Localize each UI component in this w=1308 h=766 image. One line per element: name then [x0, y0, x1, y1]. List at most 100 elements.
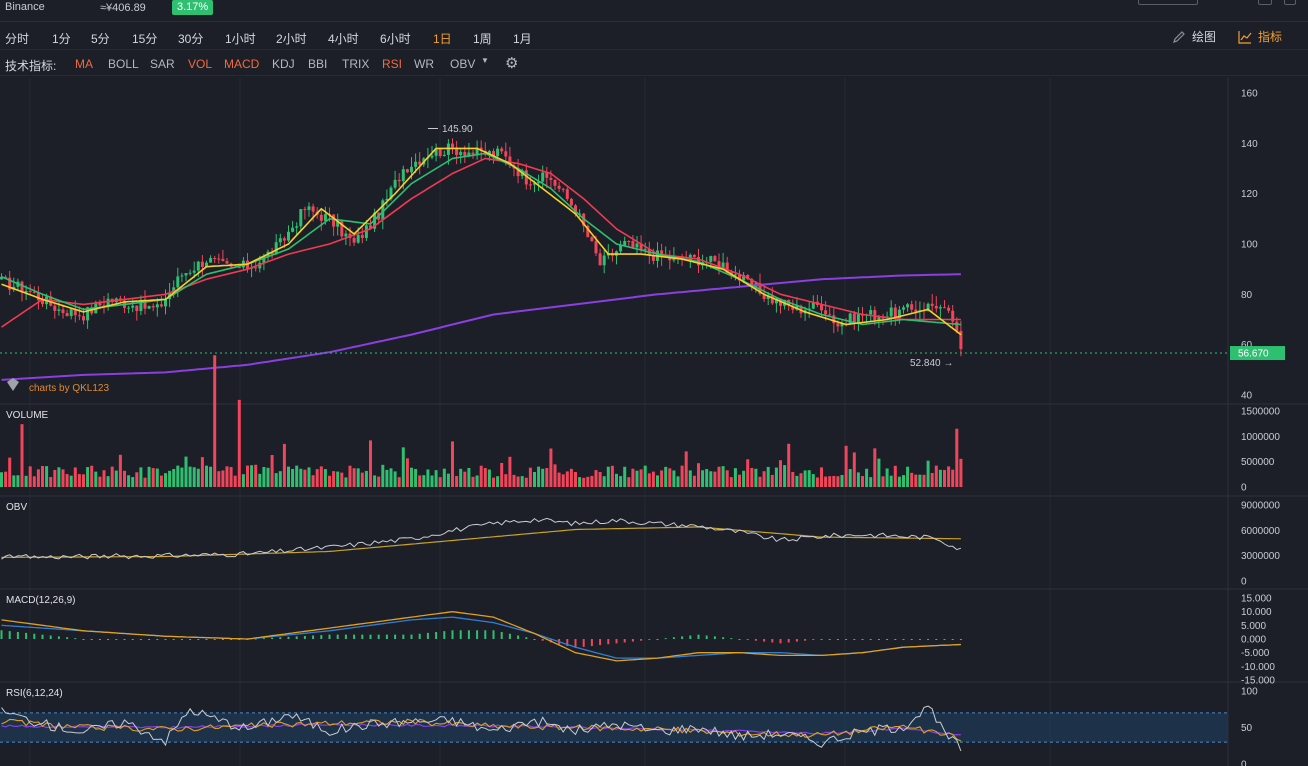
volume-bar — [274, 473, 278, 487]
macd-line — [1, 611, 961, 662]
candle-body — [410, 166, 413, 173]
volume-bar — [102, 470, 106, 487]
draw-tool-button[interactable]: 绘图 — [1172, 28, 1216, 45]
gear-icon[interactable]: ⚙ — [505, 55, 519, 72]
macd-hist-bar — [394, 634, 397, 639]
indicator-toggle-ma[interactable]: MA — [75, 57, 93, 71]
volume-bar — [770, 474, 774, 487]
volume-bar — [717, 466, 721, 487]
indicator-toggle-kdj[interactable]: KDJ — [272, 57, 295, 71]
dropdown-caret-icon[interactable]: ▼ — [481, 56, 489, 65]
candle-body — [770, 295, 774, 304]
volume-bar — [619, 476, 623, 487]
volume-bar — [668, 468, 672, 487]
candle-body — [28, 290, 32, 292]
y-tick-label: 1000000 — [1241, 432, 1280, 443]
candle-body — [86, 307, 90, 321]
volume-bar — [955, 428, 959, 487]
volume-bar — [836, 476, 840, 487]
candle-body — [307, 206, 311, 210]
macd-hist-bar — [443, 631, 446, 639]
interval-tab[interactable]: 1小时 — [225, 32, 256, 46]
volume-bar — [893, 465, 897, 487]
candle-body — [192, 270, 196, 273]
indicator-toggle-rsi[interactable]: RSI — [382, 57, 403, 71]
indicator-toggle-wr[interactable]: WR — [414, 57, 434, 71]
interval-tab[interactable]: 分时 — [5, 32, 30, 46]
y-tick-label: -10.000 — [1241, 662, 1275, 673]
y-tick-label: 15.000 — [1241, 594, 1272, 605]
candle-body — [143, 299, 147, 309]
candle-body — [414, 161, 418, 167]
macd-hist-bar — [115, 639, 118, 640]
ma-line-long — [1, 157, 961, 328]
volume-bar — [28, 466, 32, 487]
indicator-toggle-trix[interactable]: TRIX — [342, 57, 370, 71]
indicator-toggle-bbi[interactable]: BBI — [308, 57, 328, 71]
macd-hist-bar — [607, 639, 610, 645]
volume-bar — [635, 470, 639, 487]
macd-hist-bar — [254, 638, 257, 640]
volume-bar — [455, 476, 459, 487]
candle-body — [205, 262, 208, 267]
interval-tab[interactable]: 1分 — [52, 32, 71, 46]
indicator-toggle-obv[interactable]: OBV — [450, 57, 476, 71]
volume-bar — [98, 476, 102, 487]
fullscreen-icon[interactable] — [1138, 0, 1198, 5]
star-icon[interactable] — [1284, 0, 1296, 5]
volume-bar — [545, 468, 549, 487]
volume-bar — [615, 473, 618, 487]
volume-bar — [217, 471, 221, 487]
indicator-bar: 技术指标: MA BOLL SAR VOL MACD KDJ BBI TRIX RSI WR OBV… — [0, 52, 1308, 76]
indicator-toggle-macd[interactable]: MACD — [224, 57, 260, 71]
volume-bar — [139, 467, 143, 487]
volume-bar — [512, 474, 516, 487]
interval-tab[interactable]: 1月 — [513, 32, 532, 46]
y-tick-label: 1500000 — [1241, 407, 1280, 418]
volume-bar — [61, 469, 65, 487]
macd-hist-bar — [467, 630, 470, 639]
macd-hist-bar — [287, 636, 290, 639]
macd-histogram — [0, 630, 962, 648]
indicator-tool-button[interactable]: 指标 — [1238, 28, 1282, 45]
interval-tab[interactable]: 6小时 — [380, 32, 411, 46]
volume-bar — [373, 475, 377, 487]
volume-bar — [94, 471, 98, 487]
volume-bar — [184, 456, 188, 487]
volume-bar — [885, 468, 889, 487]
interval-tab[interactable]: 4小时 — [328, 32, 359, 46]
candle-body — [397, 179, 401, 182]
header-controls[interactable] — [1138, 0, 1298, 8]
interval-tab[interactable]: 30分 — [178, 32, 204, 46]
volume-bar — [807, 470, 811, 487]
candle-body — [926, 303, 930, 311]
volume-bar — [397, 477, 401, 487]
settings-icon[interactable] — [1258, 0, 1272, 5]
interval-tab[interactable]: 1周 — [473, 32, 492, 46]
macd-hist-bar — [623, 639, 626, 643]
volume-bar — [910, 472, 914, 487]
macd-hist-bar — [517, 635, 520, 639]
price-chart[interactable]: 160 140 120 100 80 60 40 1500000 1000000 500000 0 V… — [0, 78, 1308, 766]
indicator-toggle-sar[interactable]: SAR — [150, 57, 175, 71]
volume-bar — [233, 475, 237, 487]
candle-body — [340, 221, 344, 237]
interval-tab[interactable]: 1日 — [433, 32, 452, 46]
interval-tab[interactable]: 5分 — [91, 32, 110, 46]
indicator-toggle-vol[interactable]: VOL — [188, 57, 213, 71]
candle-body — [299, 209, 303, 227]
candle-body — [631, 241, 635, 248]
macd-hist-bar — [812, 639, 815, 640]
indicator-toggle-boll[interactable]: BOLL — [108, 57, 139, 71]
macd-hist-bar — [98, 639, 101, 640]
volume-bar — [360, 472, 364, 487]
candle-body — [533, 183, 536, 185]
volume-bar — [246, 465, 249, 487]
interval-tab[interactable]: 15分 — [132, 32, 158, 46]
candle-body — [893, 307, 897, 319]
volume-bar — [332, 471, 336, 487]
candle-body — [828, 314, 832, 316]
interval-tab[interactable]: 2小时 — [276, 32, 307, 46]
volume-bar — [229, 467, 233, 487]
macd-hist-bar — [484, 630, 487, 639]
